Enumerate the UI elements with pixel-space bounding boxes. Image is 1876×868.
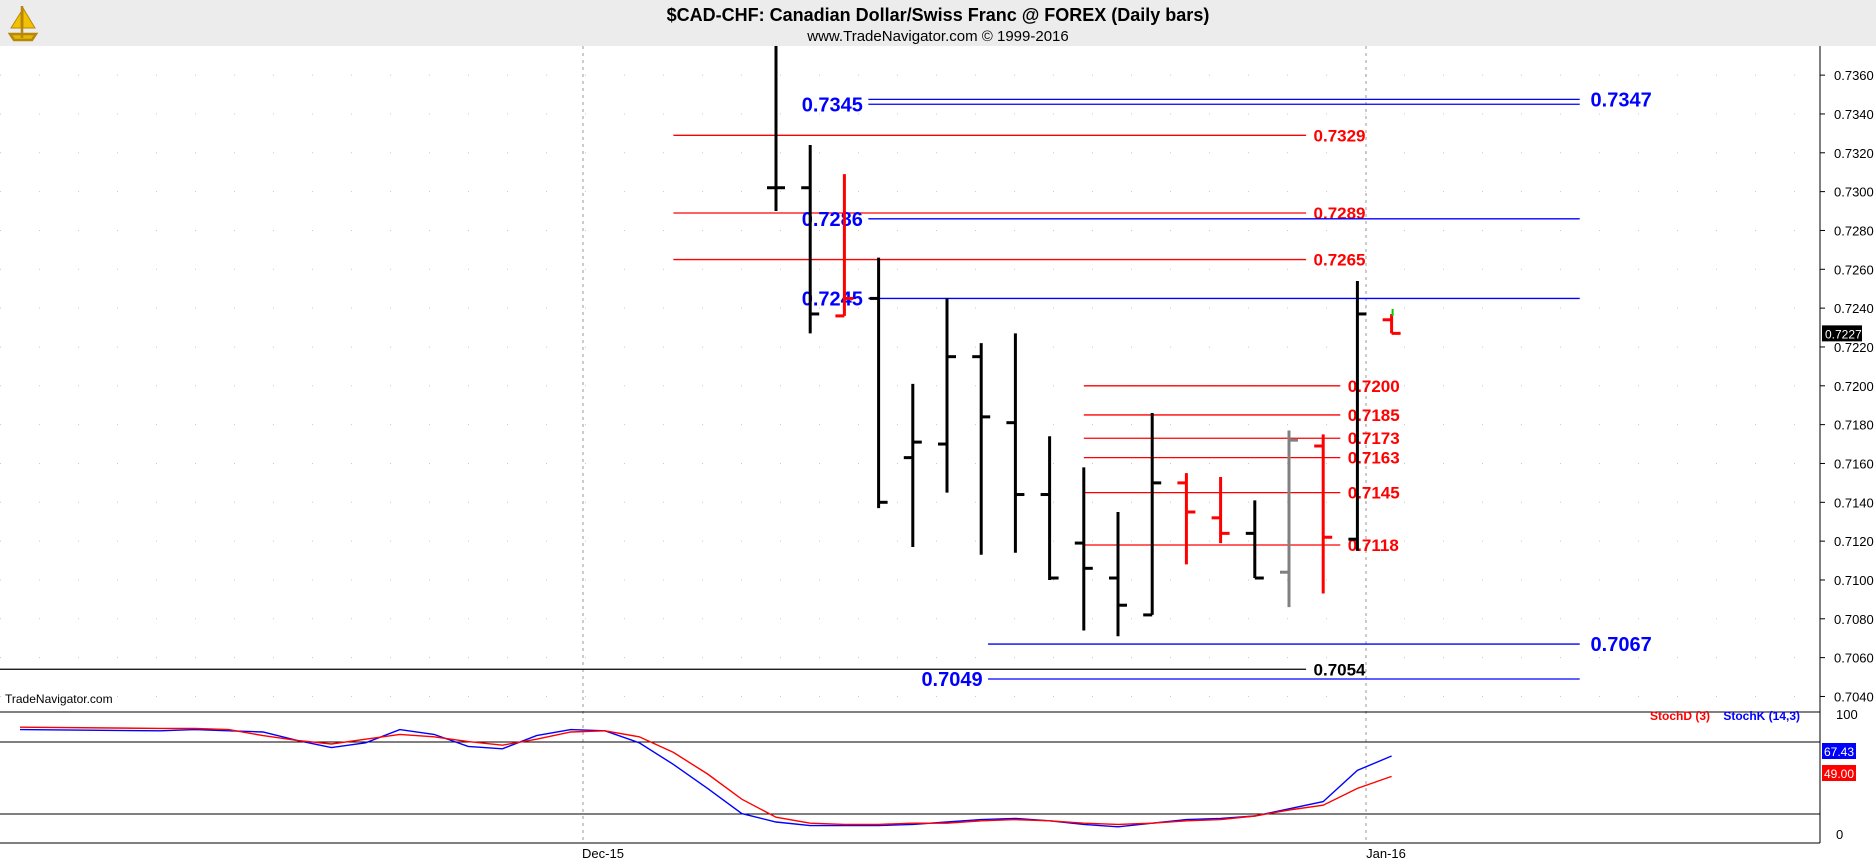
ohlc-bar <box>938 298 956 493</box>
level-label: 0.7049 <box>921 669 982 691</box>
price-tick-label: 0.7080 <box>1834 612 1874 627</box>
logo-icon <box>7 6 39 42</box>
stoch-value-badge <box>1822 765 1856 781</box>
legend-stoch-d: StochD (3) <box>1650 709 1710 723</box>
price-axis: 0.7040 0.7060 0.7080 0.7100 0.7120 0.7140 0.71… <box>1820 68 1874 704</box>
stoch-tick-label: 0 <box>1836 827 1843 842</box>
level-label: 0.7173 <box>1348 429 1400 448</box>
price-tick-label: 0.7040 <box>1834 689 1874 704</box>
ohlc-bar <box>1382 313 1401 335</box>
stochastic-panel: 0 100 67.43 49.00 StochD (3) StochK (14,3) <box>0 707 1858 842</box>
ohlc-bar <box>835 174 854 318</box>
chart-subtitle: www.TradeNavigator.com © 1999-2016 <box>806 28 1068 45</box>
level-label: 0.7200 <box>1348 377 1400 396</box>
price-tick-label: 0.7340 <box>1834 107 1874 122</box>
price-tick-label: 0.7120 <box>1834 534 1874 549</box>
price-tick-label: 0.7320 <box>1834 146 1874 161</box>
grid-layer <box>0 46 1821 844</box>
ohlc-bar <box>767 46 785 212</box>
level-label: 0.7265 <box>1314 251 1366 270</box>
level-label: 0.7054 <box>1314 660 1367 679</box>
stoch-value-badge <box>1822 743 1856 759</box>
price-tick-label: 0.7160 <box>1834 456 1874 471</box>
ohlc-bar <box>903 383 922 547</box>
price-tick-label: 0.7200 <box>1834 379 1874 394</box>
chart-title: $CAD-CHF: Canadian Dollar/Swiss Franc @ … <box>667 5 1210 25</box>
ohlc-bar <box>1314 434 1333 594</box>
ohlc-bar <box>1143 412 1162 617</box>
level-label: 0.7163 <box>1348 449 1400 468</box>
price-bars <box>767 46 1401 637</box>
level-label: 0.7347 <box>1591 89 1652 111</box>
level-label: 0.7286 <box>802 209 863 231</box>
watermark: TradeNavigator.com <box>5 692 113 706</box>
level-label: 0.7329 <box>1314 126 1366 145</box>
level-label: 0.7289 <box>1314 204 1366 223</box>
ohlc-bar <box>1280 430 1298 608</box>
stoch-line <box>19 728 1392 828</box>
price-tick-label: 0.7140 <box>1834 495 1874 510</box>
ohlc-bar <box>1245 500 1264 580</box>
ohlc-bar <box>972 343 991 555</box>
level-label: 0.7118 <box>1348 536 1399 555</box>
ohlc-bar <box>1040 436 1059 580</box>
price-tick-label: 0.7240 <box>1834 301 1874 316</box>
price-tick-label: 0.7360 <box>1834 68 1874 83</box>
price-tick-label: 0.7060 <box>1834 651 1874 666</box>
ohlc-bar <box>1109 512 1127 637</box>
price-tick-label: 0.7180 <box>1834 418 1874 433</box>
stoch-tick-label: 100 <box>1836 707 1858 722</box>
date-label: Dec-15 <box>582 846 624 861</box>
price-tick-label: 0.7100 <box>1834 573 1874 588</box>
ohlc-bar <box>1177 473 1196 565</box>
level-lines: 0.7345 0.7347 0.7329 0.7289 0.7286 0.7265 0.72… <box>0 89 1652 691</box>
ohlc-bar <box>801 145 820 334</box>
ohlc-bar <box>1348 280 1367 551</box>
ohlc-bar <box>869 257 888 509</box>
stoch-value-label: 67.43 <box>1824 745 1854 759</box>
date-label: Jan-16 <box>1366 846 1406 861</box>
ohlc-bar <box>1211 477 1230 544</box>
stoch-line <box>19 726 1392 826</box>
level-label: 0.7245 <box>802 288 863 310</box>
date-axis: Dec-15 Jan-16 <box>582 846 1406 861</box>
level-label: 0.7145 <box>1348 484 1400 503</box>
level-label: 0.7185 <box>1348 406 1400 425</box>
level-label: 0.7067 <box>1591 634 1652 656</box>
level-label: 0.7345 <box>802 94 863 116</box>
last-price-badge <box>1822 325 1862 342</box>
ohlc-bar <box>1074 467 1093 631</box>
price-tick-label: 0.7220 <box>1834 340 1874 355</box>
header-bar <box>0 0 1876 46</box>
price-tick-label: 0.7300 <box>1834 185 1874 200</box>
price-tick-label: 0.7260 <box>1834 262 1874 277</box>
ohlc-bar <box>1006 333 1025 553</box>
price-tick-label: 0.7280 <box>1834 223 1874 238</box>
stoch-value-label: 49.00 <box>1824 767 1854 781</box>
last-price-label: 0.7227 <box>1825 327 1862 341</box>
legend-stoch-k: StochK (14,3) <box>1723 709 1800 723</box>
